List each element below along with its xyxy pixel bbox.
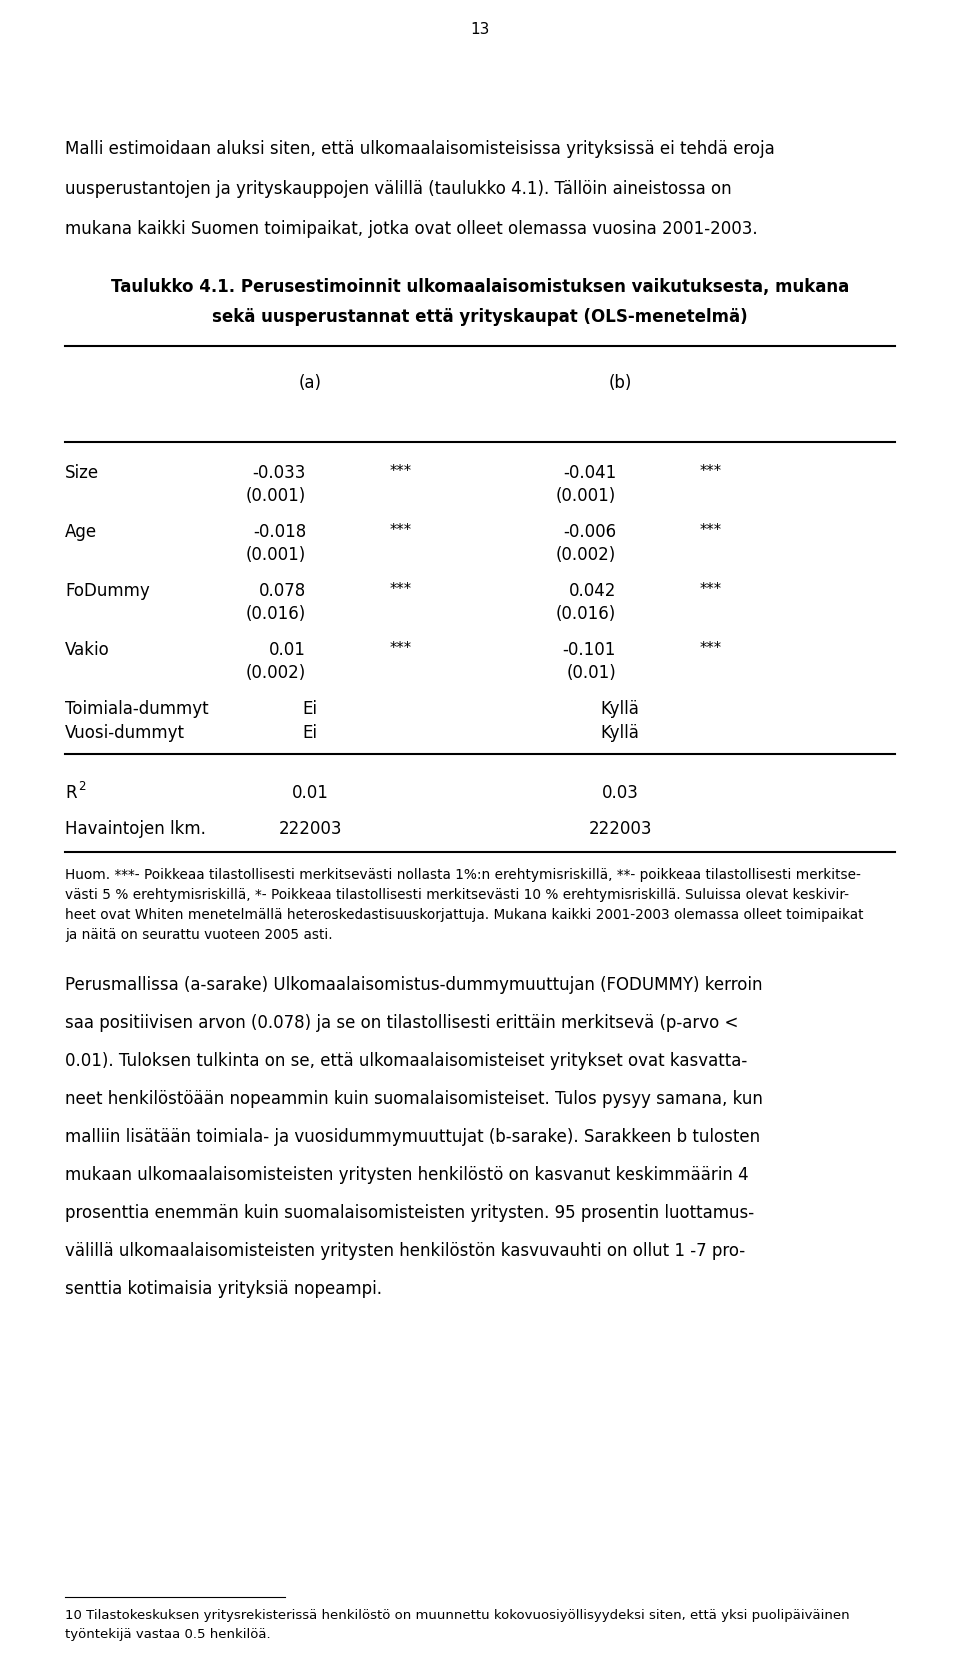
Text: (a): (a) [299,373,322,392]
Text: FoDummy: FoDummy [65,582,150,601]
Text: Ei: Ei [302,700,318,718]
Text: 10 Tilastokeskuksen yritysrekisterissä henkilöstö on muunnettu kokovuosiyöllisyy: 10 Tilastokeskuksen yritysrekisterissä h… [65,1609,850,1623]
Text: Vakio: Vakio [65,640,109,659]
Text: 0.042: 0.042 [568,582,616,601]
Text: -0.101: -0.101 [563,640,616,659]
Text: ***: *** [700,582,722,597]
Text: -0.033: -0.033 [252,465,306,483]
Text: (b): (b) [609,373,632,392]
Text: Size: Size [65,465,99,483]
Text: neet henkilöstöään nopeammin kuin suomalaisomisteiset. Tulos pysyy samana, kun: neet henkilöstöään nopeammin kuin suomal… [65,1090,763,1108]
Text: työntekijä vastaa 0.5 henkilöä.: työntekijä vastaa 0.5 henkilöä. [65,1627,271,1641]
Text: (0.016): (0.016) [246,606,306,624]
Text: (0.001): (0.001) [556,488,616,504]
Text: -0.006: -0.006 [563,523,616,541]
Text: malliin lisätään toimiala- ja vuosidummymuuttujat (b-sarake). Sarakkeen b tulost: malliin lisätään toimiala- ja vuosidummy… [65,1128,760,1146]
Text: -0.018: -0.018 [252,523,306,541]
Text: 0.03: 0.03 [602,785,638,801]
Text: prosenttia enemmän kuin suomalaisomisteisten yritysten. 95 prosentin luottamus-: prosenttia enemmän kuin suomalaisomistei… [65,1204,755,1223]
Text: (0.002): (0.002) [246,664,306,682]
Text: uusperustantojen ja yrityskauppojen välillä (taulukko 4.1). Tällöin aineistossa : uusperustantojen ja yrityskauppojen väli… [65,179,732,197]
Text: välillä ulkomaalaisomisteisten yritysten henkilöstön kasvuvauhti on ollut 1 -7 p: välillä ulkomaalaisomisteisten yritysten… [65,1243,745,1259]
Text: 13: 13 [470,22,490,36]
Text: Toimiala-dummyt: Toimiala-dummyt [65,700,208,718]
Text: 2: 2 [78,780,85,793]
Text: ***: *** [700,523,722,538]
Text: ***: *** [700,465,722,479]
Text: Age: Age [65,523,97,541]
Text: mukaan ulkomaalaisomisteisten yritysten henkilöstö on kasvanut keskimmäärin 4: mukaan ulkomaalaisomisteisten yritysten … [65,1166,749,1185]
Text: Malli estimoidaan aluksi siten, että ulkomaalaisomisteisissa yrityksissä ei tehd: Malli estimoidaan aluksi siten, että ulk… [65,139,775,158]
Text: 0.01: 0.01 [292,785,328,801]
Text: 0.078: 0.078 [259,582,306,601]
Text: Perusmallissa (a-sarake) Ulkomaalaisomistus-dummymuuttujan (FODUMMY) kerroin: Perusmallissa (a-sarake) Ulkomaalaisomis… [65,975,762,994]
Text: 0.01: 0.01 [269,640,306,659]
Text: ***: *** [390,582,412,597]
Text: Ei: Ei [302,723,318,742]
Text: heet ovat Whiten menetelmällä heteroskedastisuuskorjattuja. Mukana kaikki 2001-2: heet ovat Whiten menetelmällä heterosked… [65,907,863,922]
Text: västi 5 % erehtymisriskillä, *- Poikkeaa tilastollisesti merkitsevästi 10 % ereh: västi 5 % erehtymisriskillä, *- Poikkeaa… [65,888,849,902]
Text: 222003: 222003 [278,820,342,838]
Text: R: R [65,785,77,801]
Text: ja näitä on seurattu vuoteen 2005 asti.: ja näitä on seurattu vuoteen 2005 asti. [65,927,332,942]
Text: ***: *** [390,465,412,479]
Text: Huom. ***- Poikkeaa tilastollisesti merkitsevästi nollasta 1%:n erehtymisriskill: Huom. ***- Poikkeaa tilastollisesti merk… [65,868,861,883]
Text: -0.041: -0.041 [563,465,616,483]
Text: (0.001): (0.001) [246,546,306,564]
Text: mukana kaikki Suomen toimipaikat, jotka ovat olleet olemassa vuosina 2001-2003.: mukana kaikki Suomen toimipaikat, jotka … [65,221,757,237]
Text: saa positiivisen arvon (0.078) ja se on tilastollisesti erittäin merkitsevä (p-a: saa positiivisen arvon (0.078) ja se on … [65,1014,738,1032]
Text: sekä uusperustannat että yrityskaupat (OLS-menetelmä): sekä uusperustannat että yrityskaupat (O… [212,309,748,327]
Text: (0.002): (0.002) [556,546,616,564]
Text: (0.01): (0.01) [566,664,616,682]
Text: (0.001): (0.001) [246,488,306,504]
Text: Taulukko 4.1. Perusestimoinnit ulkomaalaisomistuksen vaikutuksesta, mukana: Taulukko 4.1. Perusestimoinnit ulkomaala… [110,279,850,295]
Text: ***: *** [390,523,412,538]
Text: (0.016): (0.016) [556,606,616,624]
Text: 222003: 222003 [588,820,652,838]
Text: Kyllä: Kyllä [601,723,639,742]
Text: Vuosi-dummyt: Vuosi-dummyt [65,723,185,742]
Text: Kyllä: Kyllä [601,700,639,718]
Text: senttia kotimaisia yrityksiä nopeampi.: senttia kotimaisia yrityksiä nopeampi. [65,1281,382,1297]
Text: ***: *** [700,640,722,655]
Text: ***: *** [390,640,412,655]
Text: Havaintojen lkm.: Havaintojen lkm. [65,820,205,838]
Text: 0.01). Tuloksen tulkinta on se, että ulkomaalaisomisteiset yritykset ovat kasvat: 0.01). Tuloksen tulkinta on se, että ulk… [65,1052,747,1070]
